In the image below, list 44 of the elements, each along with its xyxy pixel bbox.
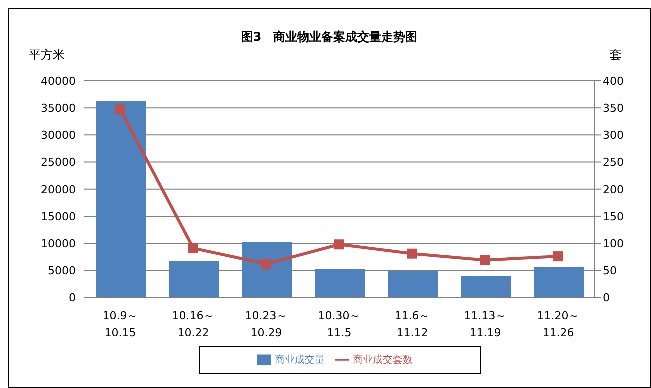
bar <box>169 261 219 298</box>
y2-tick-label: 200 <box>603 183 624 196</box>
y2-tick-label: 50 <box>603 264 617 278</box>
y2-tick-label: 100 <box>603 237 624 250</box>
bar <box>534 267 584 298</box>
point <box>554 252 564 262</box>
x-tick-label: 10.9～10.15 <box>102 310 138 340</box>
y2-tick-label: 150 <box>603 210 624 224</box>
y2-tick-label: 300 <box>603 129 624 142</box>
point <box>480 255 490 266</box>
legend-label: 商业成交套数 <box>353 354 413 366</box>
bar <box>388 271 438 298</box>
y2-axis-title: 套 <box>610 47 622 64</box>
y-tick-label: 20000 <box>41 183 76 196</box>
bar <box>461 276 511 298</box>
y2-tick-label: 250 <box>603 156 624 170</box>
y-tick-label: 15000 <box>41 210 76 224</box>
y-tick-label: 40000 <box>41 74 76 88</box>
x-tick-label: 11.13～11.19 <box>464 310 507 340</box>
x-tick-label: 11.6～11.12 <box>394 310 430 340</box>
x-tick-label: 11.20～11.26 <box>537 310 580 340</box>
point <box>116 104 126 115</box>
legend-label: 商业成交量 <box>275 354 325 366</box>
y-axis-title: 平方米 <box>29 47 65 64</box>
point <box>334 240 344 250</box>
point <box>408 248 418 259</box>
y-tick-label: 0 <box>69 292 76 305</box>
y-tick-label: 30000 <box>41 129 76 142</box>
point <box>262 259 272 270</box>
x-tick-label: 10.23～10.29 <box>245 310 288 340</box>
bar <box>96 101 146 298</box>
y-tick-label: 35000 <box>41 102 76 115</box>
y2-tick-label: 400 <box>603 74 624 88</box>
y2-tick-label: 0 <box>603 292 610 305</box>
bar <box>242 242 292 298</box>
point <box>188 243 198 254</box>
y-tick-label: 10000 <box>41 237 76 250</box>
x-tick-label: 10.16～10.22 <box>172 310 215 340</box>
y-tick-label: 5000 <box>48 264 76 278</box>
x-tick-label: 10.30～11.5 <box>318 310 361 340</box>
y2-tick-label: 350 <box>603 102 624 115</box>
chart-title: 图3 商业物业备案成交量走势图 <box>240 29 419 46</box>
y-tick-label: 25000 <box>41 156 76 170</box>
bar <box>315 270 365 298</box>
